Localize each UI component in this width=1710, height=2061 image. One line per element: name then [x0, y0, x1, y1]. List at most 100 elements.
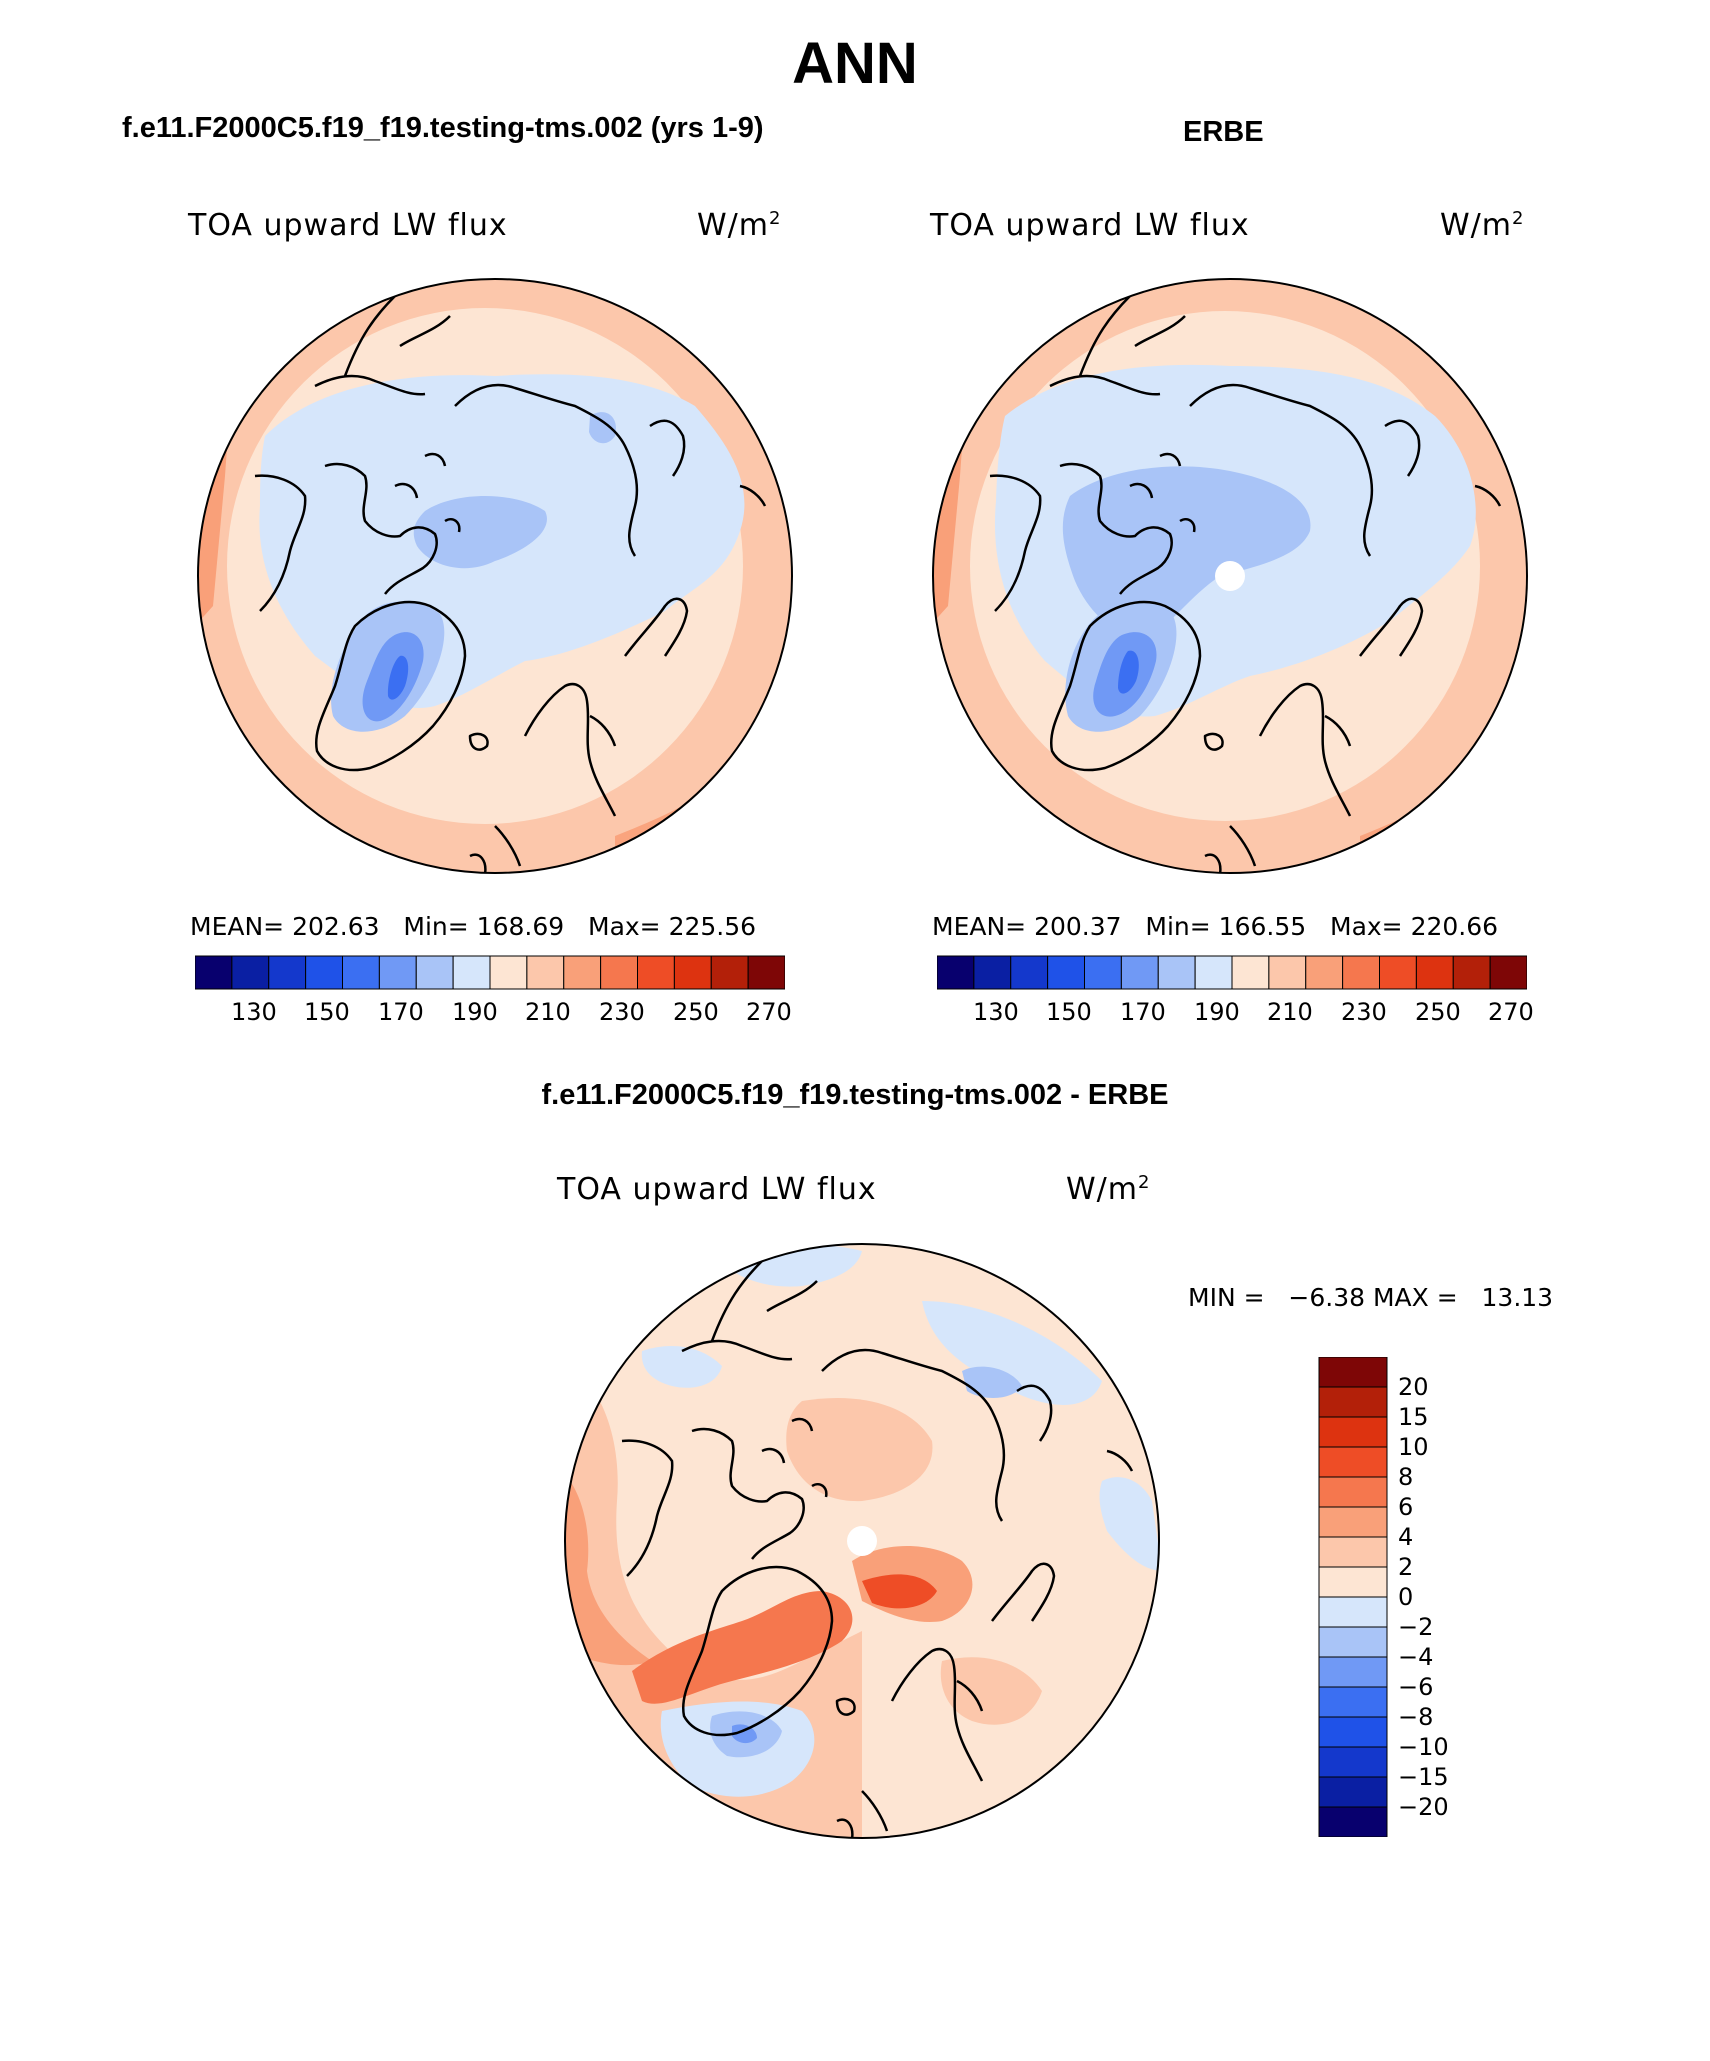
colorbar-cell [1318, 1536, 1388, 1568]
colorbar-cell [268, 955, 307, 990]
diff-colorbar [1318, 1357, 1388, 1837]
colorbar-cell [1318, 1596, 1388, 1628]
map1-siberia-low [589, 412, 616, 444]
colorbar-cell [1318, 1716, 1388, 1748]
colorbar-cell [1231, 955, 1270, 990]
cb1-tick: 190 [452, 998, 498, 1026]
cb1-tick: 250 [673, 998, 719, 1026]
map2-coastlines [989, 295, 1502, 873]
panel2-stats: MEAN= 200.37 Min= 166.55 Max= 220.66 [932, 912, 1498, 941]
cb2-tick: 170 [1120, 998, 1166, 1026]
panel2-max-label: Max= [1330, 912, 1403, 941]
colorbar-cell [637, 955, 675, 990]
cb2-tick: 210 [1267, 998, 1313, 1026]
colorbar-cell [452, 955, 491, 990]
colorbar-cell [1268, 955, 1307, 990]
colorbar-cell [1318, 1386, 1388, 1418]
colorbar-cell [1318, 1746, 1388, 1778]
panel1-units-base: W/m [697, 208, 769, 243]
panel2-mean-label: MEAN= [932, 912, 1027, 941]
cb1-tick: 210 [525, 998, 571, 1026]
diff-atlantic-min [732, 1724, 757, 1744]
map2-pole-gap [1215, 561, 1245, 591]
colorbar-cell [1342, 955, 1381, 990]
colorbar-cell [1010, 955, 1049, 990]
colorbar-cell [600, 955, 639, 990]
diff-units-base: W/m [1066, 1172, 1138, 1207]
colorbar-cell [1194, 955, 1233, 990]
cb3-tick: −4 [1398, 1643, 1434, 1671]
colorbar-cell [1318, 1566, 1388, 1598]
colorbar-cell [1318, 1446, 1388, 1478]
diff-boundary [564, 1243, 1160, 1839]
colorbar-cell [1120, 955, 1159, 990]
diff-min-value: −6.38 [1288, 1283, 1366, 1312]
panel1-mean-value: 202.63 [292, 912, 380, 941]
diff-pole-gap [847, 1526, 877, 1556]
panel1-max-label: Max= [588, 912, 661, 941]
cb3-tick: 2 [1398, 1553, 1414, 1581]
panel2-min-label: Min= [1145, 912, 1211, 941]
main-title: ANN [792, 31, 918, 96]
cb3-tick: 8 [1398, 1463, 1414, 1491]
diff-units: W/m2 [1066, 1172, 1150, 1207]
diff-max-label: MAX = [1372, 1283, 1458, 1312]
panel1-heading: f.e11.F2000C5.f19_f19.testing-tms.002 (y… [122, 112, 764, 144]
panel1-colorbar [195, 955, 785, 990]
cb2-tick: 270 [1488, 998, 1534, 1026]
colorbar-cell [378, 955, 417, 990]
map2-arctic-low [1062, 466, 1311, 637]
diff-bering-cool [641, 1346, 722, 1388]
diff-units-exp: 2 [1138, 1172, 1151, 1193]
colorbar-cell [415, 955, 454, 990]
panel1-stats: MEAN= 202.63 Min= 168.69 Max= 225.56 [190, 912, 756, 941]
colorbar-cell [1318, 1686, 1388, 1718]
diff-variable: TOA upward LW flux [557, 1172, 877, 1207]
panel1-polar-map [197, 278, 793, 874]
panel1-colorbar-ticks: 130 150 170 190 210 230 250 270 [195, 998, 792, 1028]
diff-coastlines [621, 1260, 1134, 1838]
cb3-tick: −6 [1398, 1673, 1434, 1701]
diff-europe-warm [940, 1657, 1042, 1725]
panel1-min-value: 168.69 [476, 912, 565, 941]
cb1-tick: 230 [599, 998, 645, 1026]
diff-colorbar-ticks: 20 15 10 8 6 4 2 0 −2 −4 −6 −8 −10 −15 −… [1398, 1357, 1508, 1837]
diff-stats: MIN = −6.38 MAX = 13.13 [1188, 1283, 1553, 1312]
colorbar-cell [1452, 955, 1491, 990]
diff-min-label: MIN = [1188, 1283, 1265, 1312]
colorbar-cell [305, 955, 344, 990]
colorbar-cell [1318, 1656, 1388, 1688]
diff-max-value: 13.13 [1481, 1283, 1554, 1312]
panel2-colorbar [937, 955, 1527, 990]
colorbar-cell [747, 955, 785, 990]
map1-greenland-min [387, 655, 409, 700]
panel2-min-value: 166.55 [1218, 912, 1307, 941]
colorbar-cell [1318, 1806, 1388, 1837]
panel2-polar-map [932, 278, 1528, 874]
map1-coastlines [254, 295, 767, 873]
cb2-tick: 130 [973, 998, 1019, 1026]
cb3-tick: −10 [1398, 1733, 1449, 1761]
cb1-tick: 150 [304, 998, 350, 1026]
cb1-tick: 270 [746, 998, 792, 1026]
panel2-variable: TOA upward LW flux [930, 208, 1250, 243]
map2-greenland-min [1118, 650, 1139, 694]
colorbar-cell [1305, 955, 1344, 990]
colorbar-cell [1157, 955, 1196, 990]
colorbar-cell [342, 955, 380, 990]
diff-arctic-max [862, 1574, 937, 1609]
panel1-max-value: 225.56 [668, 912, 757, 941]
panel2-heading: ERBE [1183, 116, 1264, 148]
map2-boundary [932, 278, 1528, 874]
panel1-units-exp: 2 [769, 208, 782, 229]
diff-heading: f.e11.F2000C5.f19_f19.testing-tms.002 - … [541, 1079, 1169, 1111]
cb3-tick: 15 [1398, 1403, 1429, 1431]
colorbar-cell [526, 955, 565, 990]
cb2-tick: 250 [1415, 998, 1461, 1026]
map1-arctic-low [413, 496, 547, 569]
colorbar-cell [489, 955, 528, 990]
cb3-tick: 20 [1398, 1373, 1429, 1401]
colorbar-cell [195, 955, 233, 990]
cb2-tick: 190 [1194, 998, 1240, 1026]
panel1-units: W/m2 [697, 208, 781, 243]
